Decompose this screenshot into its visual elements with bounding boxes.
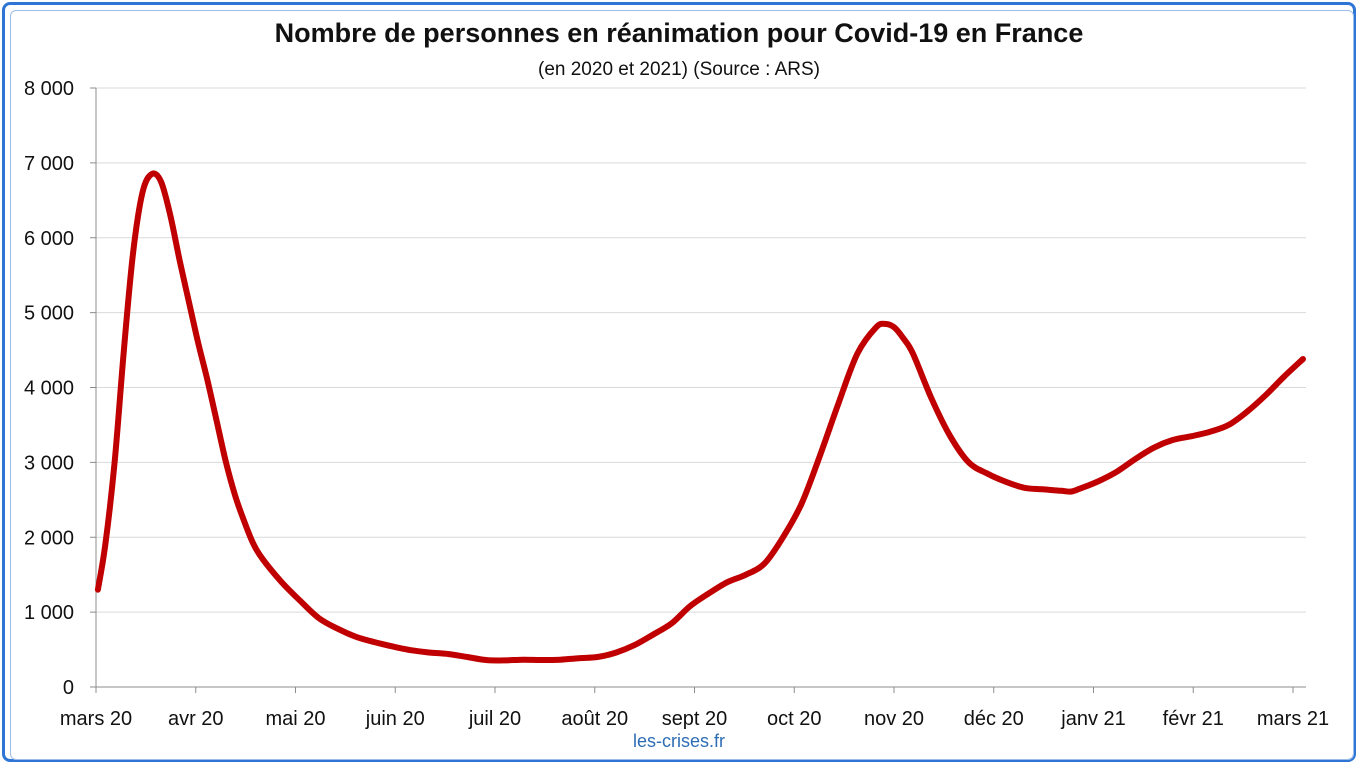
x-tick-label: mai 20 <box>265 708 325 730</box>
y-tick-label: 0 <box>63 677 74 699</box>
gridlines <box>96 87 1306 613</box>
y-tick-label: 1 000 <box>24 602 74 624</box>
x-tick-label: sept 20 <box>662 708 728 730</box>
x-tick-label: janv 21 <box>1060 708 1126 730</box>
x-tick-label: oct 20 <box>767 708 821 730</box>
y-tick-label: 4 000 <box>24 378 74 400</box>
x-tick-label: juin 20 <box>365 708 425 730</box>
y-tick-label: 2 000 <box>24 527 74 549</box>
series-layer <box>94 170 1306 664</box>
x-tick-label: déc 20 <box>964 708 1024 730</box>
chart-frame-inner <box>10 10 1354 760</box>
y-tick-label: 5 000 <box>24 303 74 325</box>
x-tick-label: avr 20 <box>168 708 224 730</box>
chart-subtitle: (en 2020 et 2021) (Source : ARS) <box>538 59 820 80</box>
x-tick-label: févr 21 <box>1163 708 1224 730</box>
x-axis-tick-labels: mars 20 avr 20 mai 20 juin 20 juil 20 août 20… <box>60 708 1329 730</box>
y-tick-label: 8 000 <box>24 78 74 100</box>
source-credit: les-crises.fr <box>632 731 725 751</box>
x-tick-label: nov 20 <box>864 708 924 730</box>
y-tick-label: 6 000 <box>24 228 74 250</box>
chart-title: Nombre de personnes en réanimation pour … <box>274 18 1084 48</box>
x-tick-label: juil 20 <box>468 708 521 730</box>
y-axis-tick-labels: 0 1 000 2 000 3 000 4 000 5 000 6 000 7 000 8 00… <box>24 78 74 699</box>
x-tick-label: mars 21 <box>1257 708 1329 730</box>
x-tick-label: mars 20 <box>60 708 132 730</box>
series-line <box>94 170 1306 664</box>
x-tick-label: août 20 <box>561 708 628 730</box>
y-tick-label: 3 000 <box>24 452 74 474</box>
y-tick-label: 7 000 <box>24 153 74 175</box>
